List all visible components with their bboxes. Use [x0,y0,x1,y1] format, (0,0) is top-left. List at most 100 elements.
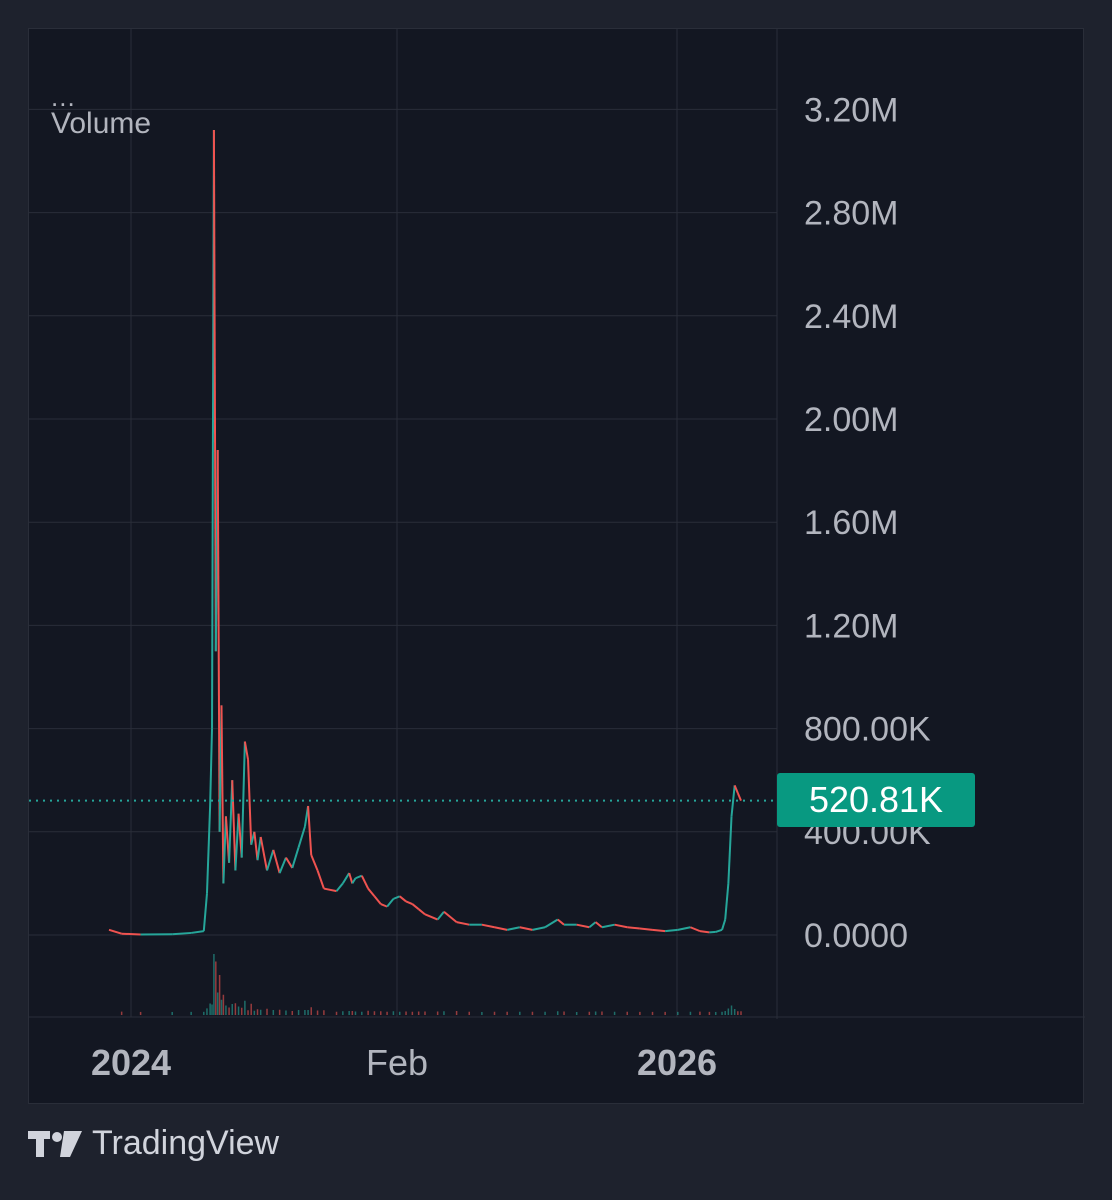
volume-bar [213,954,215,1015]
series-segment [266,849,275,871]
volume-bar [721,1011,723,1015]
volume-bar [639,1011,641,1015]
grid-lines [29,29,1085,1019]
volume-bar [626,1011,628,1015]
volume-bar [215,961,217,1015]
series-segment [243,741,250,760]
volume-bar [209,1003,211,1015]
volume-bar [417,1011,420,1015]
volume-bar [259,1009,262,1015]
volume-bar [556,1011,559,1015]
series-segment [721,919,727,931]
series-segment [212,130,217,652]
volume-bar [231,1004,233,1015]
series-segment [291,846,300,869]
volume-bar [222,994,225,1015]
series-segment [256,836,262,861]
volume-bar [266,1008,268,1015]
series-segment [310,854,319,871]
y-tick-label: 2.40M [804,298,899,336]
volume-bar [225,1005,227,1015]
volume-bar [237,1006,240,1015]
series-segment [506,926,520,931]
series-segment [231,780,237,871]
volume-bar [228,1007,230,1015]
volume-bar [727,1008,730,1015]
series-segment [121,932,141,936]
volume-chart[interactable]: 3.20M2.80M2.40M2.00M1.60M1.20M800.00K400… [29,29,1085,1105]
chart-panel[interactable]: 3.20M 2.80M 2.40M 2.00M 1.60M 1.20M 800.00K 400… [28,28,1085,1105]
series-segment [639,927,653,931]
series-segment [172,931,192,936]
volume-bar [575,1012,578,1015]
volume-bar [367,1010,369,1015]
volume-bar [244,1000,246,1015]
legend-indicator-name[interactable]: Volume [51,107,152,140]
volume-bar [240,1007,243,1015]
volume-bar [380,1011,382,1015]
volume-bar [120,1011,123,1015]
volume-bar [250,1003,252,1015]
last-value-tag: 520.81K [777,773,975,827]
series-segment [323,887,337,893]
series-segment [367,887,376,897]
volume-bar [203,1011,205,1015]
volume-bar [737,1011,739,1015]
series-segment [665,928,678,933]
volume-bar [247,1010,249,1015]
volume-bar [310,1007,312,1015]
series-segment [228,780,234,863]
y-tick-label: 3.20M [804,91,899,129]
brand[interactable]: TradingView [28,1124,279,1163]
series-segment [456,921,470,926]
series-segment [278,857,287,874]
series-segment [202,893,208,932]
series-segment [595,921,603,929]
volume-bar [348,1011,350,1015]
volume-bar [256,1009,259,1015]
y-tick-label: 0.0000 [804,917,908,955]
volume-bar [443,1011,445,1015]
series-segment [730,785,736,817]
x-axis[interactable]: 2024 Feb 2026 [91,1042,717,1083]
legend-menu-dots[interactable]: ... [51,82,76,112]
series-segment [220,705,225,884]
volume-bar [651,1011,654,1015]
volume-bar [733,1009,736,1015]
y-tick-label: 1.20M [804,607,899,645]
volume-bar [714,1011,717,1015]
volume-bar [297,1010,300,1015]
volume-bar [519,1011,521,1015]
series-segment [360,875,370,889]
series-segment [411,903,420,910]
volume-bar [373,1011,376,1015]
volume-bar [211,1004,213,1015]
series-segment [351,877,357,884]
volume-bar [307,1010,309,1015]
volume-bar [351,1011,354,1015]
volume-bar [285,1010,287,1015]
volume-bar [335,1011,338,1015]
volume-bar [563,1011,565,1015]
tradingview-logo-icon [28,1130,82,1157]
volume-bar [481,1012,483,1015]
series-segment [386,898,395,908]
series-segment [576,923,590,929]
series-segment [380,903,388,908]
series-segment [532,926,546,931]
x-tick-label: 2024 [91,1042,171,1083]
volume-bar [216,992,219,1015]
volume-bar [724,1011,726,1015]
series-segment [285,857,294,869]
volume-bar [398,1011,401,1015]
series-segment [399,895,407,903]
series-segment [494,926,508,931]
series-segment [736,792,742,802]
series-segment [393,895,401,900]
volume-bar [588,1011,591,1015]
series-segment [557,918,565,926]
series-segment [405,900,413,905]
series-segment [222,816,227,884]
volume-bar [278,1009,281,1015]
series-segment [307,805,313,856]
